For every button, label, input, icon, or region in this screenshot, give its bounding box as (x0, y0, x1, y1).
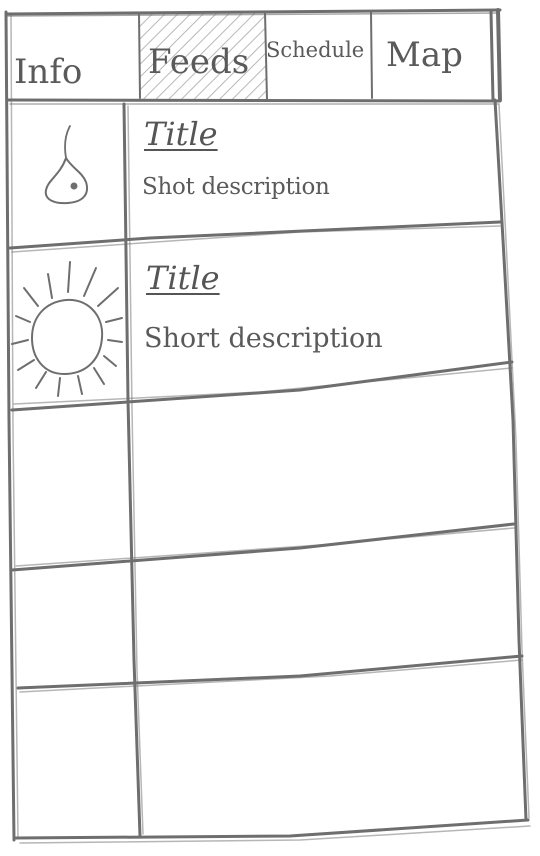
tab-divider-2 (264, 11, 268, 101)
tab-divider-4 (489, 10, 495, 102)
row-separator-1 (8, 220, 502, 250)
list-item-title: Title (144, 115, 218, 153)
tab-divider-1 (138, 13, 141, 99)
list-item-1[interactable] (12, 104, 498, 240)
icon-column-divider (122, 102, 142, 838)
outer-border-right (496, 8, 502, 102)
tab-info-label: Info (14, 52, 83, 92)
tab-feeds-label: Feeds (148, 42, 250, 82)
tab-schedule-label: Schedule (266, 38, 365, 62)
row-separator-3 (10, 522, 516, 572)
list-item-description: Shot description (142, 174, 330, 200)
tab-bar-bottom-line (6, 98, 502, 103)
outer-border-bottom (14, 818, 530, 840)
list-item-2[interactable] (12, 244, 508, 394)
row-separator-2 (10, 360, 514, 412)
outer-border-left (4, 10, 16, 842)
list-item-4[interactable] (16, 566, 518, 678)
tab-divider-3 (370, 11, 373, 99)
sun-icon (11, 261, 123, 397)
list-item-3[interactable] (14, 406, 512, 556)
row-separator-4 (16, 654, 524, 690)
list-item-description: Short description (144, 323, 383, 354)
outer-border-top (4, 8, 502, 16)
list-item-title: Title (146, 259, 220, 297)
list-item-5[interactable] (20, 690, 524, 830)
pear-icon (44, 125, 88, 205)
tab-feeds-hatch (139, 12, 266, 100)
tab-map-label: Map (386, 35, 463, 75)
